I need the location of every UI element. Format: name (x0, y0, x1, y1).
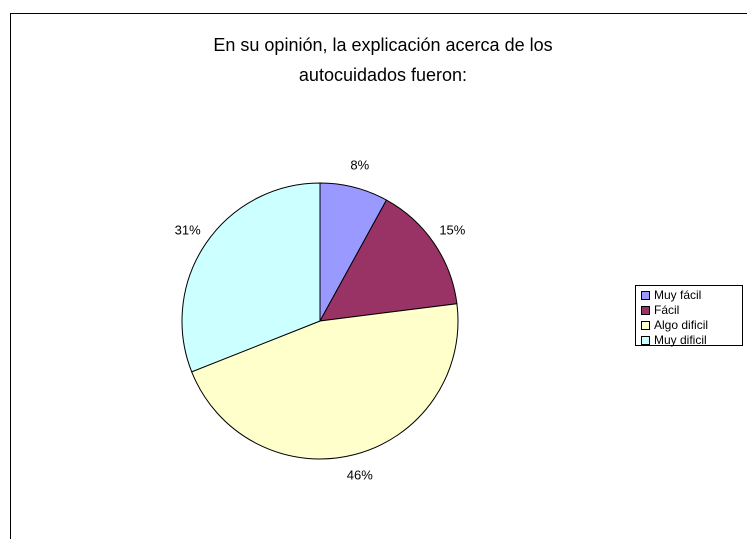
legend-label: Muy fácil (654, 288, 701, 302)
legend-swatch (641, 306, 650, 315)
legend-swatch (641, 336, 650, 345)
chart-border (10, 13, 747, 539)
chart-title: En su opinión, la explicación acerca de … (213, 35, 553, 85)
data-label: 8% (350, 157, 369, 172)
legend-box (635, 285, 743, 346)
data-label: 15% (439, 223, 465, 238)
legend-swatch (641, 291, 650, 300)
legend-label: Fácil (654, 303, 679, 317)
pie-slice (191, 303, 459, 460)
legend-swatch (641, 321, 650, 330)
legend-label: Algo dificil (654, 318, 708, 332)
pie-slice (319, 199, 458, 322)
data-label: 31% (175, 223, 201, 238)
data-label: 46% (347, 467, 373, 482)
legend-label: Muy dificil (654, 333, 707, 347)
pie-slice (181, 182, 321, 373)
